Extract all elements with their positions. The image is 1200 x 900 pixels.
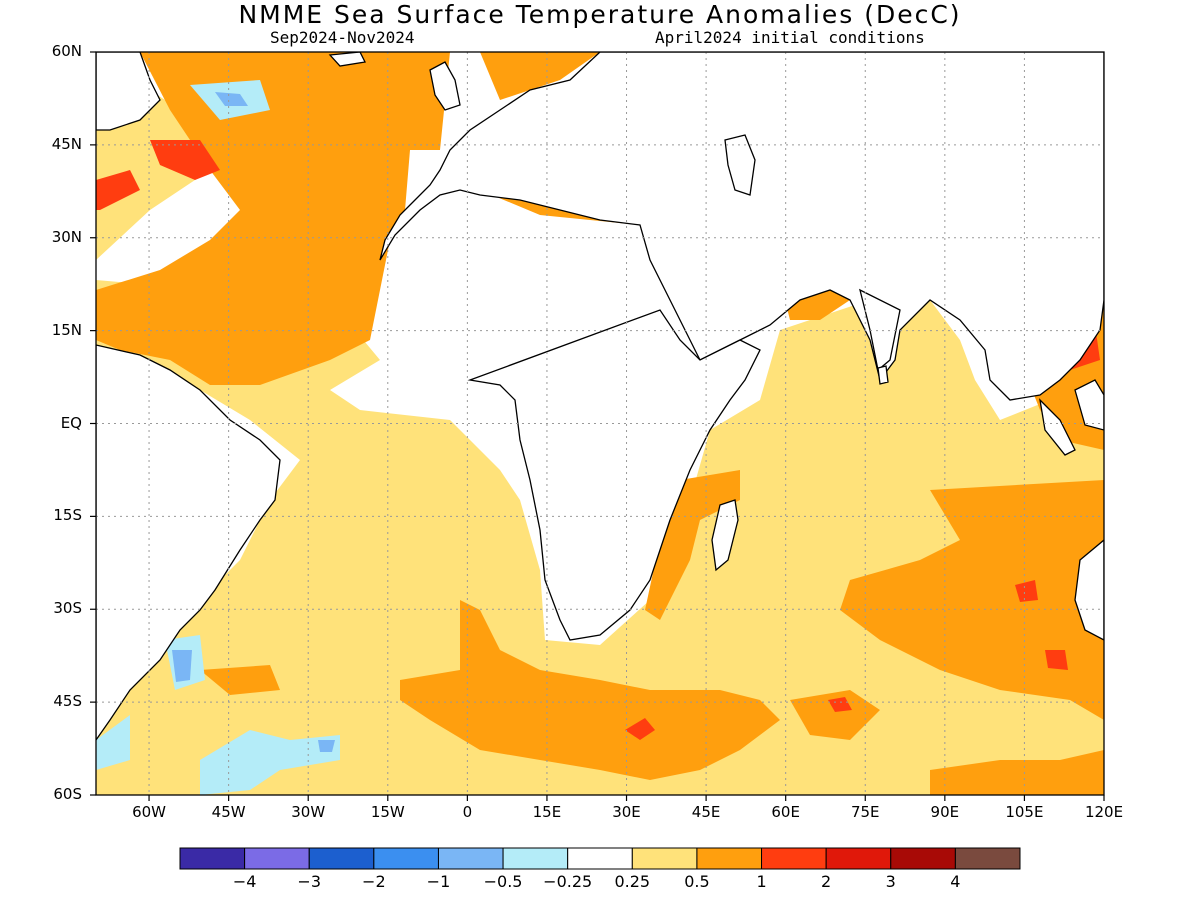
colorbar-label: 2	[821, 872, 832, 891]
lat-tick-label: 45N	[51, 134, 82, 153]
colorbar-label: 0.5	[684, 872, 710, 891]
coastlines	[96, 52, 1104, 742]
colorbar-label: −0.25	[543, 872, 593, 891]
lon-tick-label: 30E	[612, 803, 641, 821]
colorbar-swatch	[890, 847, 956, 870]
colorbar-label: −0.5	[483, 872, 523, 891]
anomaly-region-orange	[790, 690, 880, 740]
anomaly-region-blue	[318, 740, 335, 752]
lon-tick-label: 30W	[291, 803, 326, 821]
map-title: NMME Sea Surface Temperature Anomalies (…	[238, 0, 962, 29]
lon-tick-label: 90E	[930, 803, 960, 821]
colorbar-swatch	[825, 847, 892, 870]
lon-tick-label: 105E	[1005, 803, 1044, 821]
greenland-coast	[96, 52, 161, 131]
south-america-coast	[96, 344, 281, 742]
lon-tick-label: 15W	[370, 803, 405, 821]
colorbar-label: −3	[297, 872, 322, 891]
initial-conditions: April2024 initial conditions	[655, 28, 925, 47]
anomaly-region-cyan	[96, 715, 130, 770]
colorbar-label: −1	[426, 872, 451, 891]
lon-tick-label: 0	[462, 803, 473, 821]
anomaly-region-red	[828, 697, 852, 712]
borneo	[1074, 379, 1104, 431]
colorbar-swatch	[373, 847, 439, 870]
madagascar	[711, 499, 739, 572]
lon-tick-label: 75E	[850, 803, 880, 821]
lon-tick-label: 45W	[211, 803, 246, 821]
lat-tick-label: EQ	[60, 413, 82, 432]
lon-tick-label: 15E	[532, 803, 562, 821]
anomaly-region-cyan	[200, 730, 340, 795]
lat-tick-label: 60N	[51, 42, 82, 60]
colorbar-swatch	[567, 847, 633, 870]
anomaly-region-orange	[200, 665, 280, 695]
sri-lanka	[877, 365, 889, 385]
british-isles	[429, 61, 461, 111]
lon-tick-label: 45E	[691, 803, 721, 821]
colorbar-label: −2	[362, 872, 386, 891]
iceland	[328, 52, 366, 67]
africa-eurasia-landmass	[379, 52, 1104, 401]
lon-tick-label: 60W	[132, 803, 166, 821]
sumatra	[1039, 398, 1076, 456]
colorbar-swatch	[179, 847, 246, 870]
colorbar-label: −4	[232, 872, 257, 891]
anomaly-region-orange	[645, 470, 740, 620]
anomaly-region-blue	[215, 92, 248, 106]
lon-tick-label: 120E	[1084, 803, 1124, 821]
anomaly-region-yellow	[96, 280, 1104, 795]
anomaly-region-red	[1015, 580, 1038, 602]
lat-tick-label: 45S	[53, 692, 82, 711]
lat-tick-label: 30N	[51, 227, 82, 246]
colorbar-swatch	[502, 847, 569, 870]
lat-tick-label: 60S	[53, 785, 82, 803]
lon-tick-label: 60E	[771, 803, 800, 821]
arabian-sea-coast-india	[859, 288, 901, 372]
anomaly-region-orange	[480, 52, 600, 100]
colorbar-label: 3	[885, 872, 896, 891]
lat-tick-label: 30S	[53, 599, 82, 618]
australia-coast	[1074, 539, 1104, 641]
lat-tick-label: 15S	[53, 506, 82, 525]
axis-ticks	[90, 51, 1105, 801]
africa-south-coast	[467, 309, 761, 641]
colorbar	[179, 847, 1021, 870]
anomaly-region-blue	[172, 650, 192, 682]
anomaly-region-orange	[840, 480, 1104, 720]
colorbar-label: 4	[950, 872, 961, 891]
anomaly-region-red	[1045, 650, 1068, 670]
colorbar-swatch	[954, 847, 1021, 870]
anomaly-region-orange	[930, 750, 1104, 795]
colorbar-swatch	[244, 847, 310, 870]
anomaly-region-orange	[96, 52, 450, 385]
anomaly-region-orange	[400, 600, 780, 780]
lat-tick-label: 15N	[51, 320, 82, 339]
anomaly-region-red	[150, 140, 220, 180]
anomaly-region-red	[96, 170, 140, 210]
colorbar-label: 1	[756, 872, 767, 891]
forecast-period: Sep2024-Nov2024	[270, 28, 415, 47]
colorbar-swatch	[761, 847, 827, 870]
anomaly-region-red	[625, 718, 655, 740]
colorbar-swatch	[308, 847, 375, 870]
colorbar-swatch	[696, 847, 763, 870]
caspian-sea	[724, 134, 756, 196]
graticule	[96, 52, 1104, 795]
colorbar-swatch	[631, 847, 698, 870]
colorbar-swatch	[437, 847, 504, 870]
colorbar-label: 0.25	[614, 872, 651, 891]
